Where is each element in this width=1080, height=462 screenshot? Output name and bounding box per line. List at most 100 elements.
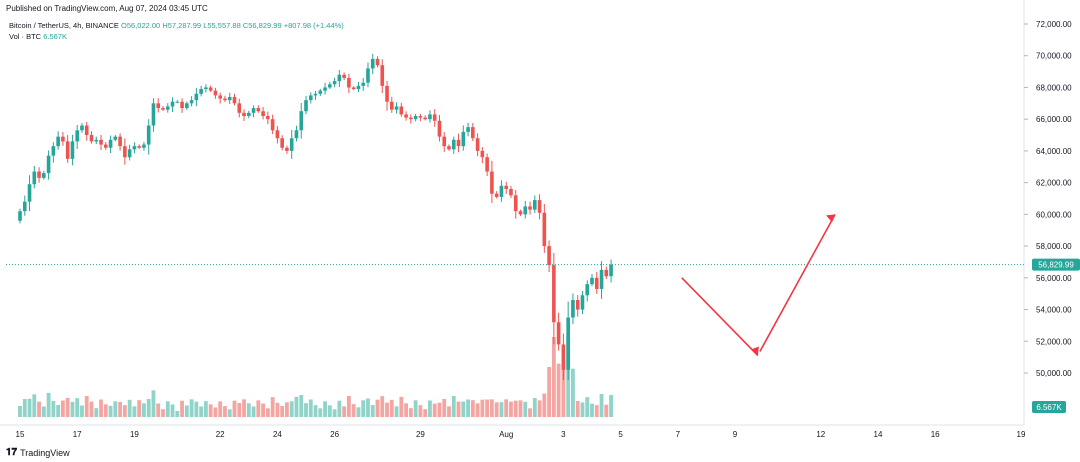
volume-bar [89,401,94,417]
volume-bar [528,408,532,417]
volume-bar [356,407,361,417]
candle-body [542,212,547,247]
volume-bar [170,404,175,417]
volume-bar [346,396,351,417]
volume-bar [151,390,156,417]
candle-body [175,101,180,103]
volume-bar [232,400,237,417]
x-tick-label: 19 [130,430,139,439]
volume-bar [189,399,194,417]
candle-body [485,157,489,172]
volume-bar [218,401,223,417]
volume-bar [60,400,65,417]
x-tick-label: 14 [874,430,883,439]
candle-body [328,84,332,88]
footer-brand[interactable]: 𝟏𝟕 TradingView [6,447,70,458]
volume-bar [304,403,308,417]
candle-body [151,103,156,126]
volume-bar [323,401,327,417]
volume-bar [418,405,423,417]
last-price-label: 56,829.99 [1038,261,1074,270]
volume-bar [361,400,366,417]
volume-bar [213,407,218,417]
x-tick-label: Aug [499,430,513,439]
symbol-name: Bitcoin / TetherUS, 4h, BINANCE [9,21,119,30]
volume-bar [242,399,246,417]
volume-bar [27,398,32,417]
candle-body [237,103,242,113]
candle-body [394,106,399,110]
candle-body [56,136,60,147]
volume-bar [208,404,213,417]
candle-body [437,120,442,137]
candle-body [532,200,537,210]
volume-bar [489,399,494,417]
volume-bar [256,400,261,417]
volume-bar [547,367,552,417]
candle-body [571,300,575,318]
volume-bar [203,401,208,417]
volume-bar [380,396,385,417]
candle-body [370,58,375,69]
volume-bar [470,400,475,417]
candle-body [356,85,361,90]
volume-bar [127,399,132,417]
volume-bar [337,400,342,417]
volume-bar [327,405,332,417]
volume-bar [94,408,99,417]
x-tick-label: 19 [1017,430,1026,439]
volume-bar [251,406,256,417]
candle-body [213,90,218,96]
symbol-legend[interactable]: Bitcoin / TetherUS, 4h, BINANCE O56,022.… [9,21,344,30]
candle-body [208,87,213,91]
volume-bar [499,402,504,417]
volume-bar [113,401,118,417]
candle-body [132,146,137,150]
candle-body [266,116,270,120]
candle-body [442,136,447,147]
candle-body [366,68,370,83]
candle-body [299,111,304,131]
volume-bar [332,409,337,417]
candle-body [556,322,561,345]
candle-body [428,114,432,120]
candle-body [509,188,513,196]
y-tick-label: 52,000.00 [1036,337,1072,346]
volume-bar [165,401,170,417]
volume-bar [161,409,165,417]
candle-body [566,317,570,370]
volume-bar [580,402,585,417]
candle-body [289,138,294,151]
volume-bar [270,397,275,417]
candle-body [94,139,99,142]
x-tick-label: 26 [330,430,339,439]
volume-bar [41,406,46,417]
candle-body [22,201,27,212]
y-tick-label: 50,000.00 [1036,369,1072,378]
candle-body [590,277,594,285]
candle-body [599,269,604,289]
volume-bar [385,402,389,417]
candle-body [204,87,208,90]
volume-bar [84,396,89,417]
candle-body [280,138,284,148]
tradingview-logo-icon: 𝟏𝟕 [6,447,18,458]
volume-bar [118,402,123,417]
low-value: L55,557.88 [203,21,241,30]
close-value: C56,829.99 [242,21,282,30]
volume-value: 6.567K [43,32,67,41]
volume-bar [142,403,146,417]
candle-body [32,171,37,185]
volume-bar [265,408,270,417]
candle-body [170,101,175,107]
volume-bar [246,403,251,417]
candle-body [251,108,256,113]
published-text: Published on TradingView.com, Aug 07, 20… [6,4,208,13]
volume-legend[interactable]: Vol · BTC 6.567K [9,32,67,41]
volume-bar [394,406,399,417]
candle-body [294,130,299,139]
x-tick-label: 16 [931,430,940,439]
x-tick-label: 15 [16,430,25,439]
projection-up-line [759,213,836,352]
